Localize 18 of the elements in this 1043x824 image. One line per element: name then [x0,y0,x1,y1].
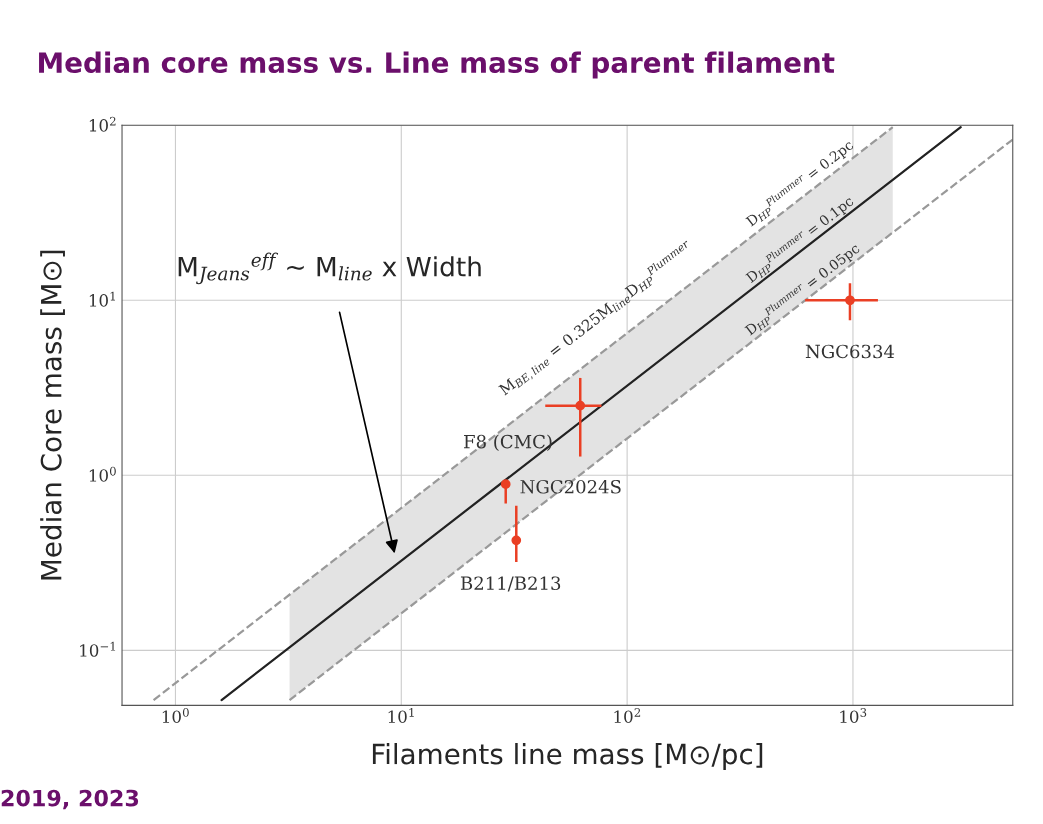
x-tick-label: 10$^{3}$ [840,708,867,723]
annotation: F8 (CMC) [464,434,552,451]
annotation: M$_{BE,line}$ = 0.325M$_{line}$D$_{HP}$$^{Plummer}$ [496,238,696,399]
annotation: M$_{Jeans}$$^{eff}$ ~ M$_{line}$ x Width [178,252,481,285]
text: 2019, 2023 [1,789,139,810]
x-tick-label: 10$^{2}$ [614,708,641,723]
x-axis-title: Filaments line mass [M⊙/pc] [372,743,763,770]
y-tick-label: 10$^{−1}$ [80,641,116,657]
annotation: NGC2024S [520,479,621,494]
x-tick-label: 10$^{0}$ [162,708,189,723]
y-axis-title: Median Core mass [M⊙] [40,250,65,580]
x-tick-label: 10$^{1}$ [388,708,414,723]
annotation: NGC6334 [805,344,895,359]
chart-title: Median core mass vs. Line mass of parent filament [39,51,835,79]
y-tick-label: 10$^{0}$ [89,466,116,482]
y-tick-label: 10$^{2}$ [89,116,116,132]
annotation: B211/B213 [460,576,561,592]
y-tick-label: 10$^{1}$ [89,291,115,307]
